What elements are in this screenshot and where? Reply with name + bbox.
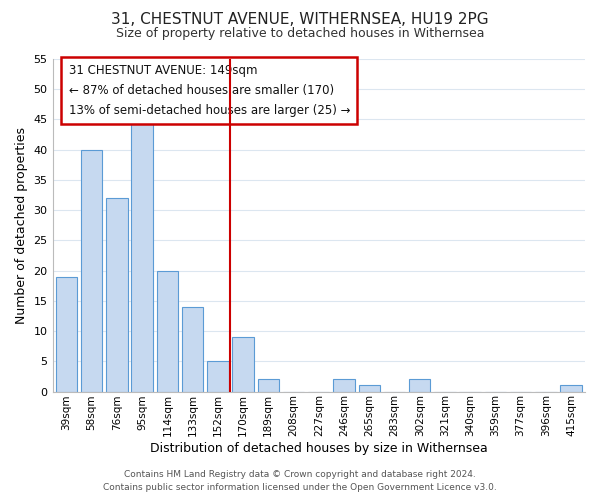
Text: 31 CHESTNUT AVENUE: 149sqm
← 87% of detached houses are smaller (170)
13% of sem: 31 CHESTNUT AVENUE: 149sqm ← 87% of deta… <box>68 64 350 117</box>
Text: 31, CHESTNUT AVENUE, WITHERNSEA, HU19 2PG: 31, CHESTNUT AVENUE, WITHERNSEA, HU19 2P… <box>111 12 489 28</box>
Bar <box>257 380 279 392</box>
X-axis label: Distribution of detached houses by size in Withernsea: Distribution of detached houses by size … <box>150 442 488 455</box>
Text: Contains HM Land Registry data © Crown copyright and database right 2024.
Contai: Contains HM Land Registry data © Crown c… <box>103 470 497 492</box>
Bar <box>56 276 77 392</box>
Bar <box>131 114 153 392</box>
Bar <box>232 337 254 392</box>
Bar <box>106 198 128 392</box>
Bar <box>359 386 380 392</box>
Bar <box>409 380 430 392</box>
Bar <box>157 270 178 392</box>
Y-axis label: Number of detached properties: Number of detached properties <box>15 127 28 324</box>
Text: Size of property relative to detached houses in Withernsea: Size of property relative to detached ho… <box>116 28 484 40</box>
Bar <box>182 307 203 392</box>
Bar <box>207 362 229 392</box>
Bar <box>81 150 103 392</box>
Bar <box>560 386 582 392</box>
Bar <box>333 380 355 392</box>
